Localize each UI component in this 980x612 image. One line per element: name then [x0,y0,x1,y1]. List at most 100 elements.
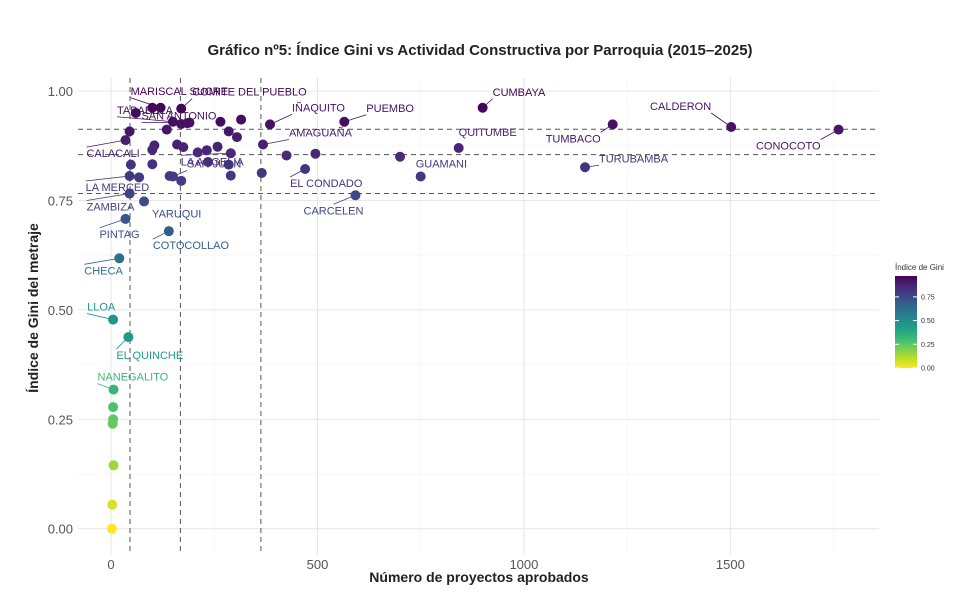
point-label: LA MERCED [86,182,150,194]
label-leader [482,98,493,109]
point-label: AMAGUAÑA [289,127,353,140]
x-axis-title: Número de proyectos aprobados [369,569,589,585]
x-tick-label: 1500 [716,557,745,572]
label-leader [86,193,130,201]
label-leader [172,170,188,177]
data-point [147,159,158,170]
data-point [231,132,242,143]
label-leader [116,116,173,123]
data-point-labeled [120,135,131,146]
label-leader [86,139,126,148]
data-point [107,499,118,510]
color-legend: Índice de Gini 0.00 0.25 0.50 0.75 [895,263,944,373]
chart-title: Gráfico nº5: Índice Gini vs Actividad Co… [207,42,752,59]
x-tick-label: 0 [107,557,114,572]
label-leader [584,164,600,168]
point-label: IÑAQUITO [292,101,345,114]
data-point [124,126,135,137]
point-labels: CUMBAYA CALDERON CONOCOTO TUMBACO PUEMBO IÑAQ… [84,86,839,390]
data-point-labeled [120,213,131,224]
point-label: MARISCAL SUCRE [131,86,228,98]
x-tick-label: 500 [307,557,329,572]
y-axis-title: Índice de Gini del metraje [25,223,41,393]
data-point [125,159,136,170]
legend-colorbar [895,276,917,368]
y-tick-label: 0.25 [48,412,73,427]
point-label: LA ARGELIA [181,156,245,168]
x-tick-label: 1000 [509,557,538,572]
point-label: SAN ANTONIO [141,111,216,123]
data-point [201,145,212,156]
point-label: CHECA [84,265,123,277]
reference-lines [78,78,879,555]
legend-title: Índice de Gini [895,263,944,272]
data-point [108,460,119,471]
label-leader [344,114,367,123]
data-point [106,523,117,534]
point-label: LLOA [87,302,116,314]
point-label: PUEMBO [366,103,414,115]
data-point [236,114,247,125]
point-label: CUMBAYA [493,87,546,99]
point-label: CONOCOTO [756,141,821,153]
data-point [107,418,118,429]
data-point [212,141,223,152]
y-tick-label: 0.75 [48,194,73,209]
point-label: SAN JUAN [187,158,241,170]
label-leader [333,194,356,205]
label-leader [97,383,114,390]
point-label: CALDERON [650,101,711,113]
data-point [395,151,406,162]
legend-tick-label: 0.75 [921,294,935,301]
data-point [215,116,226,127]
legend-ticks: 0.00 0.25 0.50 0.75 [895,294,935,373]
label-leader [130,97,161,109]
x-axis-ticks: 0 500 1000 1500 [107,557,744,572]
point-label: GUAMANI [416,158,467,170]
data-point [256,167,267,178]
data-point [178,142,189,153]
legend-tick-label: 0.25 [921,342,935,349]
grid-lines [78,78,879,555]
label-leader [180,98,193,109]
label-leader [84,257,120,265]
data-point-labeled [607,119,618,130]
label-leader [152,230,170,240]
data-point [281,150,292,161]
y-tick-label: 0.00 [48,522,73,537]
point-label: ZAMBIZA [87,202,135,214]
y-axis-ticks: 0.00 0.25 0.50 0.75 1.00 [48,84,73,537]
point-label: TABABELA [117,105,174,117]
label-leader [116,336,129,350]
data-point [223,126,234,137]
data-point [223,159,234,170]
legend-tick-label: 0.00 [921,366,935,373]
point-label: QUITUMBE [459,127,517,139]
data-point [310,148,321,159]
data-point [108,402,119,413]
y-tick-label: 0.50 [48,303,73,318]
point-label: COTOCOLLAO [153,240,230,252]
label-leader [710,112,732,128]
point-label: CARCELEN [304,205,364,217]
data-point [203,157,214,168]
label-leader [269,114,293,125]
data-point [147,144,158,155]
label-leader [85,175,130,182]
label-leader [87,313,114,320]
point-label: YARUQUI [152,208,201,220]
label-leader [180,152,231,156]
label-leader [99,218,126,229]
data-point-labeled [139,196,150,207]
label-leader [262,139,290,145]
data-point [147,102,158,113]
point-label: CALACALI [86,148,139,160]
data-point [134,172,145,183]
legend-tick-label: 0.50 [921,318,935,325]
data-point-labeled [415,171,426,182]
y-tick-label: 1.00 [48,84,73,99]
point-label: COMITE DEL PUEBLO [192,87,307,99]
point-label: PINTAG [99,229,139,241]
point-label: EL QUINCHE [116,350,183,362]
